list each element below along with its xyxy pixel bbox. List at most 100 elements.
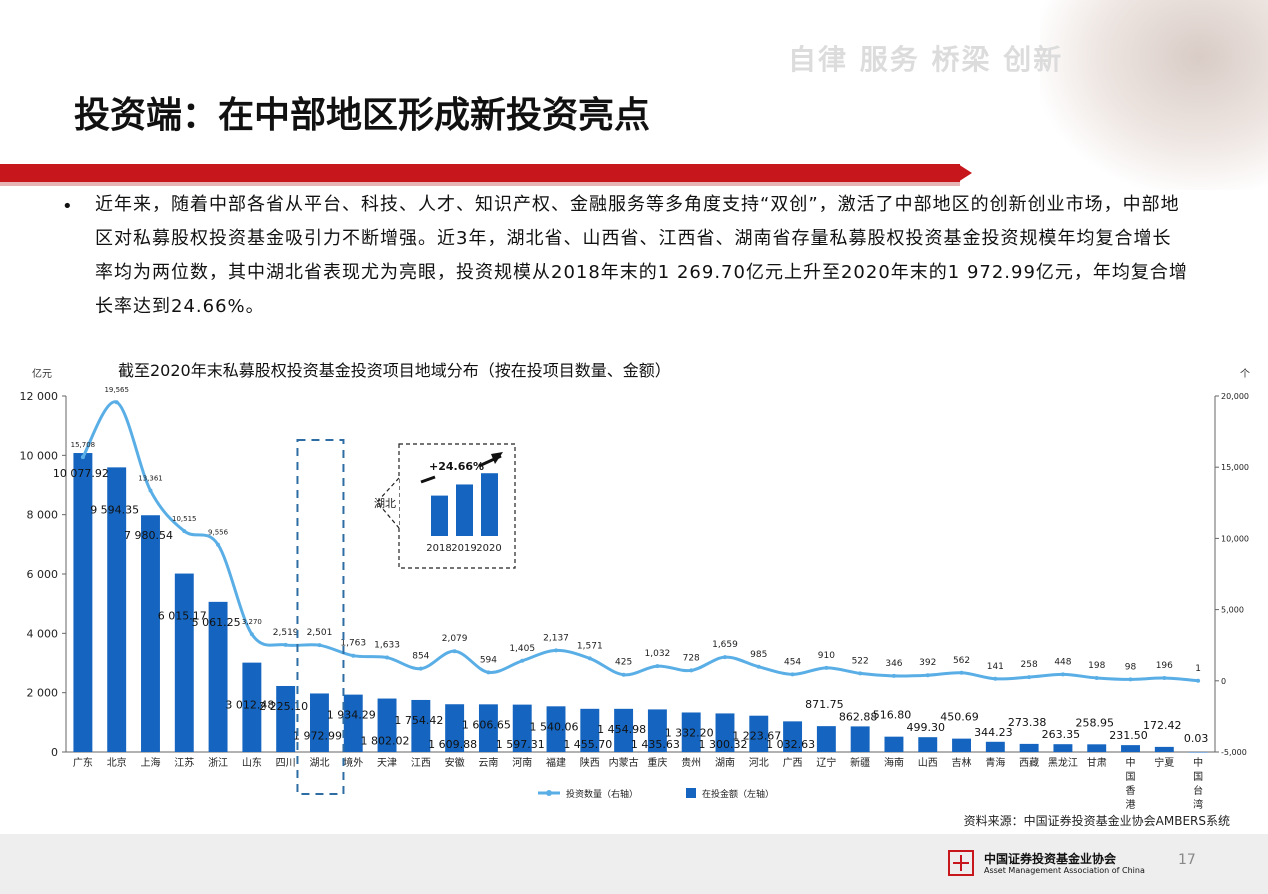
inset-year-label: 2019 [451,543,476,554]
bar [445,704,465,752]
bar [276,685,296,752]
x-tick-label: 贵州 [681,756,701,769]
bar-value-label: 0.03 [1184,732,1209,745]
count-point [114,400,119,405]
count-point [1060,672,1065,677]
summary-paragraph: 近年来，随着中部各省从平台、科技、人才、知识产权、金融服务等多角度支持“双创”，… [95,194,1188,317]
count-label: 392 [919,658,936,668]
hubei-inset: 湖北 2018 2019 2020 +24.66% [296,439,516,795]
bullet-marker: • [62,196,73,217]
x-tick-label: 国 [1193,771,1203,783]
bar-value-label: 1 032.63 [766,738,815,751]
bar-value-label: 1 454.98 [597,723,646,736]
bar [411,699,431,752]
inset-bar [431,495,448,536]
bar-value-label: 1 606.65 [462,718,511,731]
bar-value-label: 499.30 [907,721,946,734]
x-tick-label: 西藏 [1019,757,1039,769]
bar [1053,744,1073,752]
count-point [655,664,660,669]
bar [614,708,634,752]
count-label: 1,659 [712,640,738,650]
bar [884,736,904,752]
legend-line-label: 投资数量（右轴） [566,788,638,800]
count-label: 2,137 [543,633,569,643]
count-point [486,670,491,675]
bar-value-label: 5 061.25 [192,616,241,629]
y2-tick-label: -5,000 [1221,748,1247,757]
x-tick-label: 台 [1193,784,1203,797]
count-label: 10,515 [172,515,197,523]
count-label: 98 [1125,662,1137,672]
x-tick-label: 海南 [884,756,904,769]
x-tick-label: 浙江 [208,757,228,769]
bar [647,709,667,752]
legend: 投资数量（右轴） 在投金额（左轴） [538,788,774,800]
count-point [216,542,221,547]
count-point [520,658,525,663]
bar-value-label: 1 300.32 [698,738,747,751]
bar [1087,744,1107,752]
bar-value-label: 516.80 [873,709,912,722]
x-tick-label: 甘肃 [1087,756,1107,769]
association-logo-icon [948,850,974,876]
bar-value-label: 1 754.42 [394,714,443,727]
x-tick-label: 重庆 [647,756,667,769]
count-point [1027,675,1032,680]
inset-region-label: 湖北 [374,497,396,510]
bar [1188,751,1208,753]
title-bar-arrow [958,164,972,182]
x-tick-label: 宁夏 [1154,756,1174,769]
bar [681,712,701,752]
count-point [80,455,85,460]
count-point [621,672,626,677]
count-point [452,649,457,654]
count-point [1196,678,1201,683]
org-name-en: Asset Management Association of China [984,866,1145,875]
org-name-cn: 中国证券投资基金业协会 [984,852,1117,866]
bar-value-label: 1 609.88 [428,738,477,751]
bar [343,694,363,752]
bar [208,601,228,752]
x-tick-label: 内蒙古 [609,756,639,769]
count-line [81,400,1199,683]
count-point [317,643,322,648]
bar [141,515,160,752]
bar-value-label: 1 802.02 [361,735,410,748]
bar [309,693,329,752]
page-title: 投资端：在中部地区形成新投资亮点 [74,95,651,136]
count-label: 196 [1156,661,1173,671]
bar-value-label: 1 332.20 [665,726,714,739]
bar-value-label: 1 540.06 [530,720,579,733]
bar [546,706,566,752]
count-label: 2,501 [307,628,333,638]
x-tick-label: 中 [1193,756,1203,769]
title-underline-bar [0,164,960,182]
count-label: 594 [480,655,497,665]
y-tick-label: 8 000 [27,509,59,522]
count-point [790,672,795,677]
inset-bar [481,473,498,536]
inset-pointer [376,477,400,529]
count-point [554,648,559,653]
count-label: 9,556 [208,529,229,537]
x-tick-label: 广西 [783,757,803,769]
bar [1121,745,1140,752]
count-label: 1 [1195,664,1201,674]
y-tick-label: 0 [51,746,58,759]
count-label: 15,708 [71,441,96,449]
y2-tick-label: 15,000 [1221,463,1249,472]
count-point [1094,675,1099,680]
x-tick-label: 北京 [107,756,127,769]
bar-value-label: 3 012.48 [225,699,274,712]
x-tick-label: 河南 [512,756,532,769]
footer-band [0,834,1268,894]
count-point [1162,676,1167,681]
x-tick-label: 云南 [478,756,498,769]
count-point [756,664,761,669]
count-point [587,656,592,661]
bar-value-label: 450.69 [940,711,979,724]
bar-value-label: 172.42 [1143,719,1182,732]
x-tick-label: 陕西 [580,756,600,769]
